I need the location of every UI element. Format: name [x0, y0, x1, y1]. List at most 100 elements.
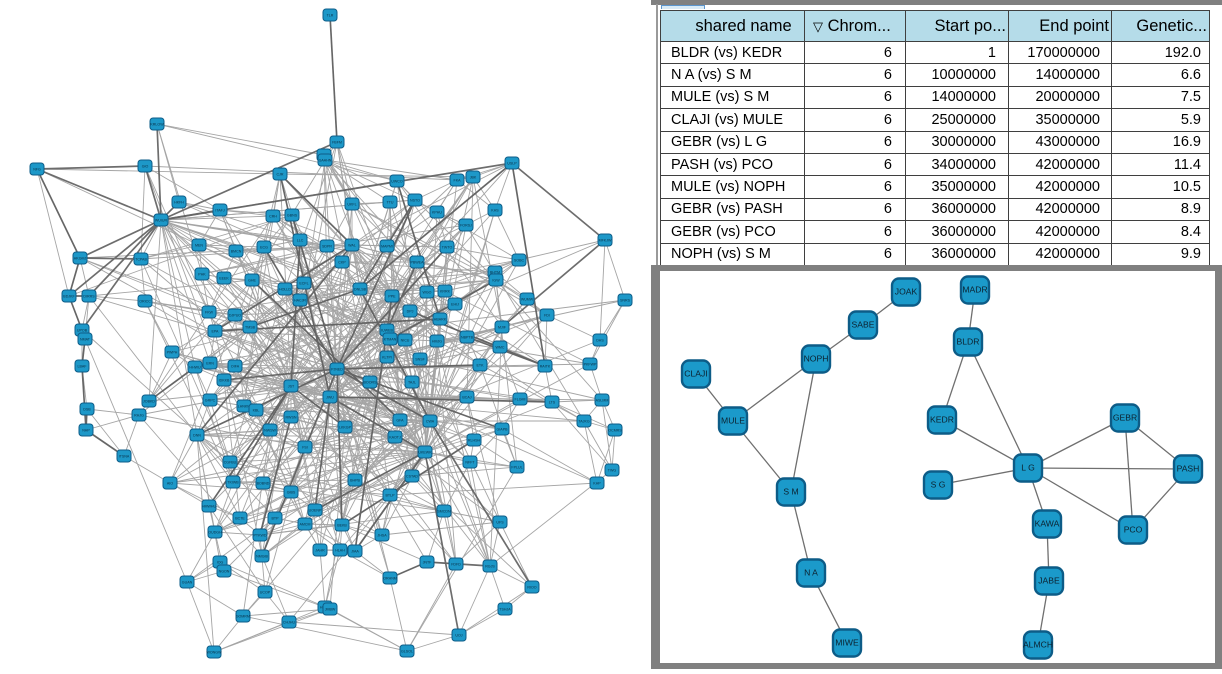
svg-text:PBWEA: PBWEA [411, 261, 425, 265]
svg-text:IGW: IGW [492, 279, 500, 283]
svg-text:KPHU: KPHU [432, 211, 442, 215]
svg-text:HOLLD: HOLLD [279, 288, 291, 292]
svg-text:GBNS: GBNS [287, 214, 298, 218]
svg-text:SNRS: SNRS [620, 299, 631, 303]
svg-text:UKFL: UKFL [347, 203, 356, 207]
svg-text:FLGMI: FLGMI [515, 398, 526, 402]
svg-text:CHJHU: CHJHU [283, 621, 296, 625]
svg-text:ECG: ECG [260, 246, 268, 250]
svg-text:ETK: ETK [477, 364, 485, 368]
svg-text:MEN: MEN [195, 244, 203, 248]
svg-text:MJIF: MJIF [498, 326, 507, 330]
svg-text:PCO: PCO [1124, 525, 1143, 535]
svg-text:NGON: NGON [219, 570, 230, 574]
svg-text:ORICC: ORICC [139, 300, 151, 304]
svg-text:SDPR: SDPR [322, 245, 332, 249]
svg-text:SNSF: SNSF [415, 358, 425, 362]
svg-text:ERN: ERN [206, 362, 214, 366]
svg-text:LBAF: LBAF [78, 365, 88, 369]
svg-text:DJPUO: DJPUO [229, 314, 241, 318]
svg-text:PKFWP: PKFWP [584, 363, 597, 367]
svg-text:GIAPB: GIAPB [497, 428, 509, 432]
svg-text:UCOP: UCOP [260, 591, 271, 595]
svg-text:JST: JST [288, 385, 295, 389]
svg-text:BTLP: BTLP [386, 494, 396, 498]
svg-text:HKFH: HKFH [174, 201, 184, 205]
svg-text:JOBKD: JOBKD [143, 400, 155, 404]
svg-text:ORHNM: ORHNM [383, 577, 397, 581]
svg-text:GLSOL: GLSOL [401, 650, 413, 654]
svg-text:SOMRM: SOMRM [236, 615, 250, 619]
svg-text:GFA: GFA [396, 419, 404, 423]
svg-text:KRLOW: KRLOW [150, 123, 164, 127]
svg-text:HACJR: HACJR [294, 299, 306, 303]
svg-text:OUDGH: OUDGH [208, 531, 222, 535]
svg-text:JABE: JABE [1038, 576, 1060, 586]
svg-text:KRRK: KRRK [440, 290, 451, 294]
svg-text:JBK: JBK [470, 176, 477, 180]
svg-text:KAOTJ: KAOTJ [389, 436, 401, 440]
svg-text:DHS: DHS [596, 339, 604, 343]
svg-text:GUAN: GUAN [182, 581, 193, 585]
svg-text:JIAA: JIAA [351, 550, 359, 554]
svg-text:DNLSB: DNLSB [354, 288, 367, 292]
svg-text:NICU: NICU [401, 339, 410, 343]
svg-text:TAJL: TAJL [408, 381, 416, 385]
svg-text:RIOO: RIOO [527, 586, 536, 590]
svg-text:NFFT: NFFT [465, 461, 475, 465]
svg-text:NMGIB: NMGIB [256, 555, 268, 559]
svg-text:S M: S M [783, 487, 798, 497]
svg-text:HMWHU: HMWHU [202, 505, 217, 509]
svg-text:TTU: TTU [387, 201, 394, 205]
svg-text:MIWE: MIWE [835, 638, 859, 648]
svg-text:DIRRS: DIRRS [83, 295, 95, 299]
svg-text:MULE: MULE [721, 416, 745, 426]
svg-text:JNTF: JNTF [423, 561, 433, 565]
svg-text:FORSJ: FORSJ [460, 224, 472, 228]
svg-text:CJR: CJR [277, 173, 284, 177]
svg-text:NBPTB: NBPTB [461, 336, 474, 340]
svg-text:N A: N A [804, 568, 818, 578]
svg-text:NWSW: NWSW [264, 429, 276, 433]
svg-text:KBL: KBL [253, 409, 260, 413]
svg-text:NOPH: NOPH [804, 354, 829, 364]
svg-text:SMCDN: SMCDN [437, 510, 451, 514]
svg-text:DPJ: DPJ [407, 310, 414, 314]
svg-text:CGFBU: CGFBU [224, 461, 237, 465]
svg-text:CRH: CRH [269, 215, 277, 219]
svg-text:PTKWD: PTKWD [254, 534, 267, 538]
svg-text:PPE: PPE [388, 295, 396, 299]
svg-text:UPOB: UPOB [77, 329, 88, 333]
svg-text:JOAK: JOAK [895, 287, 918, 297]
svg-text:ITAFJ: ITAFJ [215, 209, 225, 213]
svg-text:WUIUR: WUIUR [155, 219, 168, 223]
svg-text:AIO: AIO [167, 482, 173, 486]
svg-text:JMBW: JMBW [325, 608, 336, 612]
svg-text:IOG: IOG [217, 561, 224, 565]
svg-text:KEDR: KEDR [930, 415, 954, 425]
svg-text:LKKGP: LKKGP [339, 426, 352, 430]
svg-text:SOBC: SOBC [514, 259, 525, 263]
svg-text:HMJG: HMJG [432, 340, 442, 344]
svg-text:KAWA: KAWA [1035, 519, 1060, 529]
svg-text:MAPMI: MAPMI [381, 245, 393, 249]
svg-text:GAAHN: GAAHN [319, 159, 332, 163]
svg-text:KTMAN: KTMAN [384, 338, 397, 342]
svg-text:UWCO: UWCO [391, 180, 403, 184]
svg-text:FKA: FKA [454, 179, 462, 183]
svg-text:BEKB: BEKB [337, 524, 347, 528]
svg-text:DSB: DSB [83, 408, 91, 412]
svg-text:OIFA: OIFA [231, 365, 240, 369]
svg-text:LTS: LTS [549, 401, 556, 405]
svg-text:WAL: WAL [348, 244, 356, 248]
svg-text:RLHSH: RLHSH [468, 439, 481, 443]
svg-text:WONGW: WONGW [207, 651, 223, 655]
svg-text:BOBND: BOBND [257, 482, 270, 486]
svg-text:JAHR: JAHR [315, 549, 325, 553]
svg-text:CSTAD: CSTAD [406, 475, 418, 479]
svg-text:ECFL: ECFL [299, 282, 308, 286]
svg-text:BTP: BTP [272, 517, 280, 521]
svg-text:BMCN: BMCN [231, 250, 242, 254]
svg-text:LHNKM: LHNKM [238, 405, 251, 409]
svg-text:JHSA: JHSA [377, 534, 387, 538]
